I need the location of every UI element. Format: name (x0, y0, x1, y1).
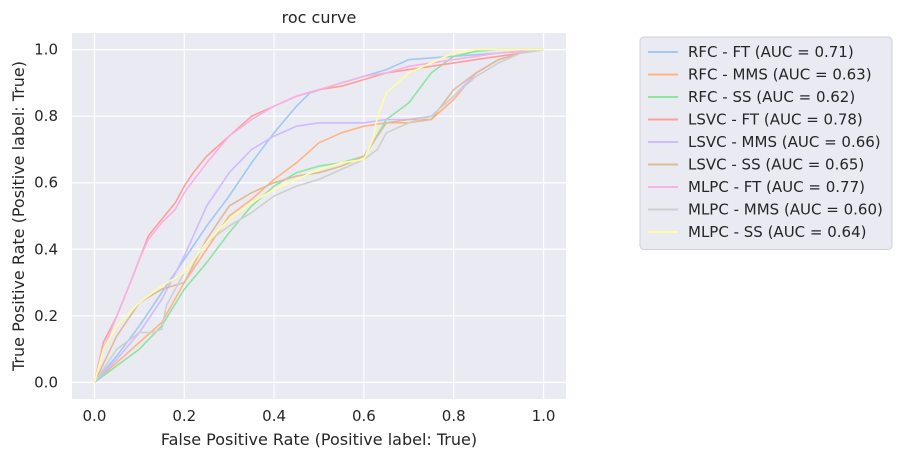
x-tick-label: 0.6 (352, 407, 376, 425)
legend-label: MLPC - FT (AUC = 0.77) (688, 178, 865, 196)
grid (72, 33, 566, 399)
series-line-8 (93, 48, 544, 383)
x-tick-label: 0.2 (172, 407, 196, 425)
legend-label: LSVC - MMS (AUC = 0.66) (688, 133, 881, 151)
legend-label: LSVC - FT (AUC = 0.78) (688, 111, 863, 129)
series-line-2 (94, 48, 544, 384)
chart-title: roc curve (282, 8, 357, 27)
x-tick-label: 0.8 (442, 407, 466, 425)
legend-label: RFC - SS (AUC = 0.62) (688, 88, 855, 106)
y-tick-label: 0.0 (34, 373, 58, 391)
y-axis-title: True Positive Rate (Positive label: True… (9, 61, 28, 372)
legend-label: LSVC - SS (AUC = 0.65) (688, 156, 864, 174)
y-tick-label: 0.6 (34, 174, 58, 192)
series-line-0 (93, 48, 544, 383)
series-line-6 (93, 48, 544, 383)
y-tick-label: 0.4 (34, 240, 58, 258)
legend-label: MLPC - MMS (AUC = 0.60) (688, 201, 883, 219)
series-line-4 (93, 48, 544, 383)
legend-label: RFC - FT (AUC = 0.71) (688, 43, 854, 61)
plot-area (72, 33, 566, 399)
legend-label: RFC - MMS (AUC = 0.63) (688, 66, 872, 84)
x-tick-label: 0.0 (83, 407, 107, 425)
x-axis-title: False Positive Rate (Positive label: Tru… (161, 430, 477, 449)
legend-frame (639, 36, 893, 250)
series-line-5 (93, 48, 544, 383)
x-tick-label: 0.4 (262, 407, 286, 425)
x-tick-label: 1.0 (532, 407, 556, 425)
series-lines (93, 48, 544, 384)
legend: RFC - FT (AUC = 0.71) RFC - MMS (AUC = 0.… (639, 36, 893, 250)
legend-label: MLPC - SS (AUC = 0.64) (688, 223, 867, 241)
y-tick-label: 1.0 (34, 41, 58, 59)
y-tick-label: 0.2 (34, 307, 58, 325)
y-tick-label: 0.8 (34, 107, 58, 125)
tick-labels: 0.0 0.2 0.4 0.6 0.8 1.0 0.0 0.2 0.4 0.6 0.8 1.0 (34, 41, 555, 425)
series-line-7 (93, 48, 544, 383)
